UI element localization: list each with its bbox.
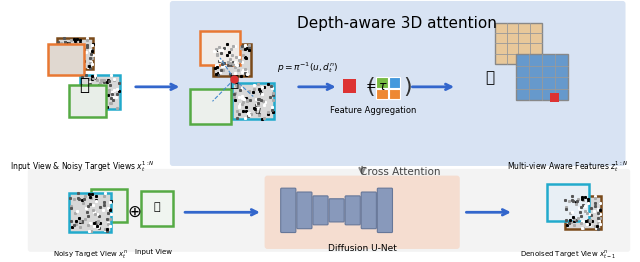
Text: Feature Aggregation: Feature Aggregation [330,106,417,115]
FancyBboxPatch shape [343,79,356,93]
Text: Denoised Target View $x_{t-1}^n$: Denoised Target View $x_{t-1}^n$ [520,249,616,261]
FancyBboxPatch shape [68,85,106,117]
FancyBboxPatch shape [264,176,460,249]
FancyBboxPatch shape [329,199,344,222]
FancyBboxPatch shape [200,31,240,65]
FancyBboxPatch shape [516,54,568,100]
FancyBboxPatch shape [388,89,400,99]
FancyBboxPatch shape [281,188,296,233]
FancyBboxPatch shape [550,93,559,102]
FancyBboxPatch shape [376,77,388,88]
Text: (: ( [366,77,374,97]
FancyBboxPatch shape [92,189,127,222]
FancyBboxPatch shape [232,84,274,119]
Text: $p = \pi^{-1}(u, d_t^n)$: $p = \pi^{-1}(u, d_t^n)$ [277,60,339,75]
Text: Multi-view Aware Features $z_t^{1:N}$: Multi-view Aware Features $z_t^{1:N}$ [507,159,628,174]
FancyBboxPatch shape [495,23,542,64]
FancyBboxPatch shape [313,196,328,225]
FancyBboxPatch shape [361,192,376,229]
FancyBboxPatch shape [190,89,232,123]
FancyBboxPatch shape [547,184,589,221]
Text: 🤖: 🤖 [486,70,495,85]
Text: Input View: Input View [135,249,172,255]
Text: Input View & Noisy Target Views $x_t^{1:N}$: Input View & Noisy Target Views $x_t^{1:… [10,159,155,174]
FancyBboxPatch shape [47,44,84,75]
FancyBboxPatch shape [345,196,360,225]
Text: 🤖: 🤖 [79,76,90,94]
FancyBboxPatch shape [376,89,388,99]
FancyBboxPatch shape [70,193,111,232]
Text: $u$: $u$ [254,106,262,116]
Text: Noisy Target View $x_t^n$: Noisy Target View $x_t^n$ [53,249,128,261]
Text: Depth-aware 3D attention: Depth-aware 3D attention [298,17,497,31]
Text: 🤖: 🤖 [154,203,160,212]
Text: 🤖: 🤖 [230,74,239,90]
Text: $= \tau$: $= \tau$ [363,80,388,93]
FancyBboxPatch shape [141,191,173,226]
FancyBboxPatch shape [378,188,392,233]
Text: Cross Attention: Cross Attention [360,167,440,177]
Text: ): ) [403,77,412,97]
FancyBboxPatch shape [565,196,601,229]
Text: $\oplus$: $\oplus$ [127,203,141,221]
FancyBboxPatch shape [57,38,93,68]
FancyBboxPatch shape [297,192,312,229]
FancyBboxPatch shape [214,44,252,76]
FancyBboxPatch shape [80,75,120,108]
FancyBboxPatch shape [388,77,400,88]
Text: Diffusion U-Net: Diffusion U-Net [328,244,397,253]
FancyBboxPatch shape [170,1,625,166]
FancyBboxPatch shape [28,169,630,252]
